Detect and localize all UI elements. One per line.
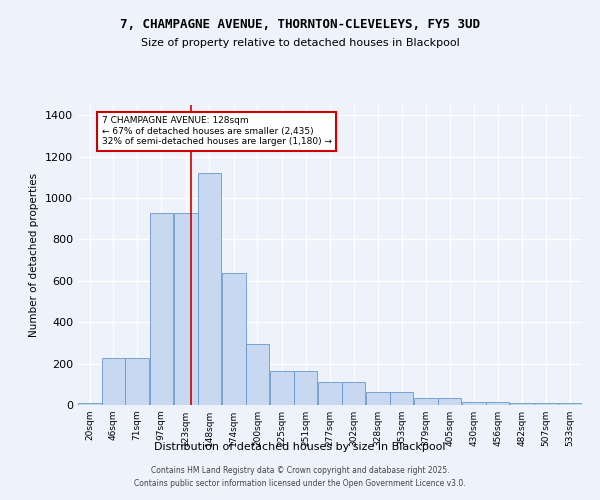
Bar bbox=[125, 358, 149, 405]
Text: Contains HM Land Registry data © Crown copyright and database right 2025.
Contai: Contains HM Land Registry data © Crown c… bbox=[134, 466, 466, 487]
Text: 7 CHAMPAGNE AVENUE: 128sqm
← 67% of detached houses are smaller (2,435)
32% of s: 7 CHAMPAGNE AVENUE: 128sqm ← 67% of deta… bbox=[101, 116, 332, 146]
Bar bbox=[415, 398, 438, 405]
Bar bbox=[463, 402, 486, 405]
Bar bbox=[534, 403, 557, 405]
Bar bbox=[318, 382, 342, 405]
Text: 7, CHAMPAGNE AVENUE, THORNTON-CLEVELEYS, FY5 3UD: 7, CHAMPAGNE AVENUE, THORNTON-CLEVELEYS,… bbox=[120, 18, 480, 30]
Bar bbox=[294, 371, 317, 405]
Text: Distribution of detached houses by size in Blackpool: Distribution of detached houses by size … bbox=[154, 442, 446, 452]
Bar bbox=[101, 358, 125, 405]
Bar bbox=[222, 272, 245, 405]
Bar bbox=[511, 403, 534, 405]
Bar bbox=[438, 398, 461, 405]
Bar bbox=[486, 402, 509, 405]
Bar bbox=[197, 174, 221, 405]
Bar bbox=[78, 403, 101, 405]
Bar bbox=[174, 212, 197, 405]
Text: Size of property relative to detached houses in Blackpool: Size of property relative to detached ho… bbox=[140, 38, 460, 48]
Bar bbox=[342, 382, 365, 405]
Bar bbox=[559, 403, 582, 405]
Bar bbox=[270, 371, 294, 405]
Bar bbox=[390, 392, 413, 405]
Bar bbox=[245, 344, 269, 405]
Bar bbox=[366, 392, 390, 405]
Bar bbox=[149, 212, 173, 405]
Y-axis label: Number of detached properties: Number of detached properties bbox=[29, 173, 40, 337]
